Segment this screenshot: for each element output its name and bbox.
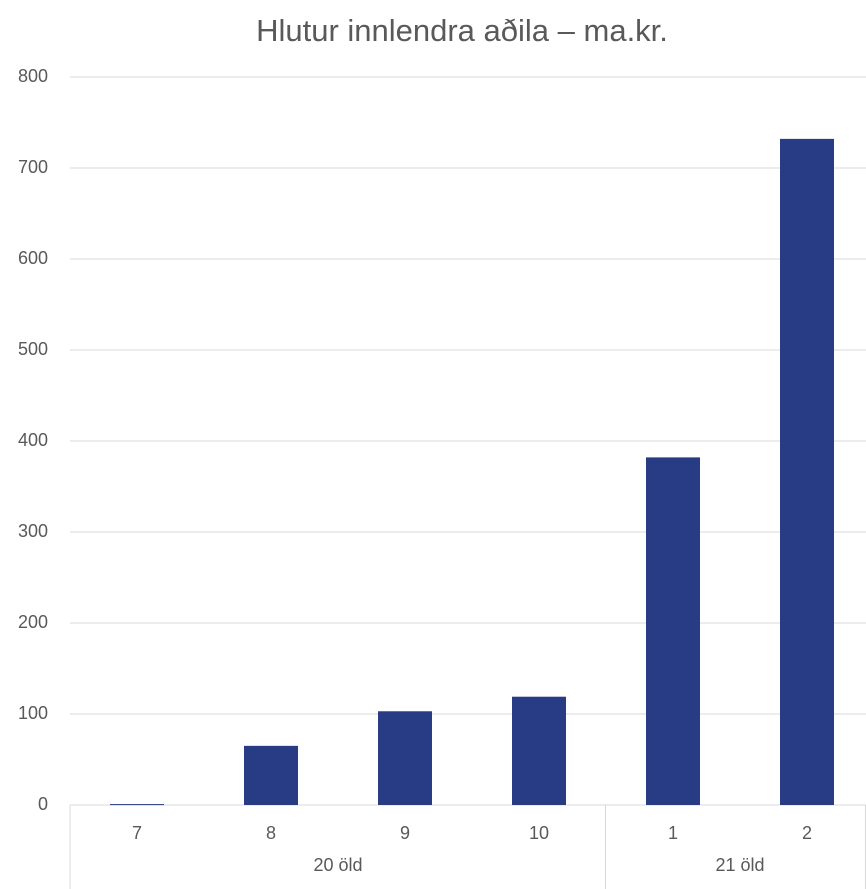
chart-title: Hlutur innlendra aðila – ma.kr. [256, 13, 668, 48]
bar [244, 745, 298, 805]
x-tick-label: 8 [266, 823, 276, 843]
y-tick-label: 0 [38, 794, 48, 814]
y-tick-label: 100 [18, 703, 48, 723]
y-tick-label: 300 [18, 521, 48, 541]
y-tick-label: 700 [18, 157, 48, 177]
x-tick-label: 1 [668, 823, 678, 843]
group-label: 21 öld [715, 855, 764, 875]
y-tick-label: 400 [18, 430, 48, 450]
y-tick-label: 800 [18, 66, 48, 86]
y-tick-label: 500 [18, 339, 48, 359]
bar [646, 457, 700, 805]
bar [110, 804, 164, 806]
y-tick-label: 600 [18, 248, 48, 268]
bar [378, 711, 432, 805]
x-tick-label: 2 [802, 823, 812, 843]
bar [780, 138, 834, 805]
bar [512, 696, 566, 805]
x-tick-label: 9 [400, 823, 410, 843]
x-tick-label: 7 [132, 823, 142, 843]
x-tick-label: 10 [529, 823, 549, 843]
group-label: 20 öld [313, 855, 362, 875]
y-tick-label: 200 [18, 612, 48, 632]
